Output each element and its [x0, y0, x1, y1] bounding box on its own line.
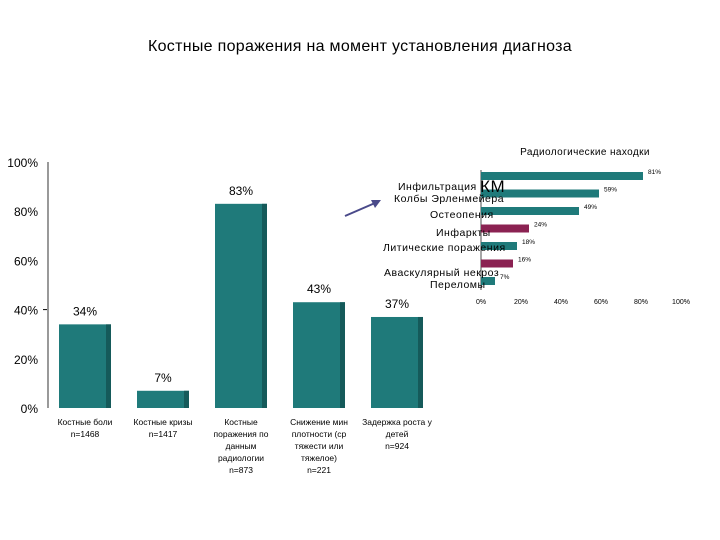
- x-category-label: n=221: [307, 465, 331, 475]
- x-category-label: n=1468: [71, 429, 100, 439]
- main-bar-value-label: 34%: [73, 304, 97, 318]
- x-category-label: Снижение мин: [290, 417, 348, 427]
- inset-bar: [481, 242, 517, 250]
- y-tick-label: 20%: [14, 353, 38, 367]
- inset-category-label: Переломы: [430, 279, 486, 291]
- x-category-label: детей: [386, 429, 409, 439]
- inset-bar: [481, 207, 579, 215]
- x-category-label: данным: [225, 441, 256, 451]
- main-bar-value-label: 37%: [385, 297, 409, 311]
- x-category-label: радиологии: [218, 453, 264, 463]
- x-category-label: поражения по: [214, 429, 269, 439]
- main-bar: [137, 390, 189, 408]
- inset-bar-value-label: 24%: [534, 222, 547, 229]
- inset-x-tick-label: 20%: [514, 299, 528, 306]
- main-bar: [293, 302, 345, 408]
- inset-bar-value-label: 18%: [522, 239, 535, 246]
- x-category-label: Костные кризы: [134, 417, 193, 427]
- x-category-label: n=873: [229, 465, 253, 475]
- inset-x-tick-label: 100%: [672, 299, 690, 306]
- y-tick-label: 100%: [7, 156, 38, 170]
- x-category-label: тяжести или: [295, 441, 344, 451]
- main-bar-value-label: 7%: [154, 371, 172, 385]
- y-tick-label: 0%: [21, 402, 39, 416]
- inset-bar: [481, 189, 599, 198]
- inset-bar-value-label: 7%: [500, 274, 510, 281]
- y-tick-label: 60%: [14, 254, 38, 268]
- main-bar: [59, 324, 111, 408]
- inset-bar-value-label: 59%: [604, 187, 617, 194]
- inset-category-label: Инфаркты: [436, 227, 491, 239]
- inset-bar: [481, 259, 513, 268]
- slide-title: Костные поражения на момент установления…: [147, 38, 572, 55]
- x-category-label: Костные боли: [58, 417, 113, 427]
- inset-category-label: Литические поражения: [383, 242, 506, 254]
- pointer-arrow-head: [371, 200, 381, 208]
- x-category-label: n=1417: [149, 429, 178, 439]
- x-category-label: Задержка роста у: [362, 417, 433, 427]
- main-bar-shade: [262, 203, 267, 408]
- inset-category-label: Инфильтрация КМ: [398, 177, 505, 196]
- inset-bar-value-label: 16%: [518, 257, 531, 264]
- inset-category-label: Остеопения: [430, 209, 494, 221]
- inset-x-tick-label: 0%: [476, 299, 486, 306]
- main-bar-value-label: 43%: [307, 282, 331, 296]
- y-tick-label: 40%: [14, 304, 38, 318]
- inset-x-tick-label: 80%: [634, 299, 648, 306]
- main-bar-shade: [106, 324, 111, 408]
- main-bar-shade: [184, 390, 189, 408]
- inset-bar: [481, 224, 529, 233]
- x-category-label: n=924: [385, 441, 409, 451]
- inset-x-tick-label: 60%: [594, 299, 608, 306]
- inset-bar: [481, 172, 643, 180]
- main-bar: [371, 316, 423, 408]
- x-category-label: тяжелое): [301, 453, 337, 463]
- inset-category-label: Аваскулярный некроз: [384, 267, 499, 279]
- inset-category-label: Колбы Эрленмейера: [394, 193, 504, 205]
- y-tick-label: 80%: [14, 205, 38, 219]
- inset-x-tick-label: 40%: [554, 299, 568, 306]
- main-bar-shade: [418, 316, 423, 408]
- pointer-arrow-shaft: [344, 202, 376, 217]
- main-bar-value-label: 83%: [229, 184, 253, 198]
- inset-bar-value-label: 81%: [648, 169, 661, 176]
- inset-bar: [481, 277, 495, 285]
- main-bar: [215, 203, 267, 408]
- main-bar-shade: [340, 302, 345, 408]
- x-category-label: Костные: [224, 417, 258, 427]
- inset-bar-value-label: 49%: [584, 204, 597, 211]
- inset-chart-title: Радиологические находки: [520, 147, 650, 158]
- x-category-label: плотности (ср: [292, 429, 347, 439]
